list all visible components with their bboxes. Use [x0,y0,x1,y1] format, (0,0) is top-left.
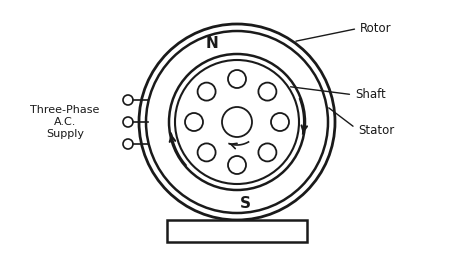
Text: N: N [206,36,219,51]
Text: Rotor: Rotor [296,22,392,41]
Circle shape [271,113,289,131]
Text: S: S [239,197,250,211]
Circle shape [228,156,246,174]
Circle shape [198,144,216,161]
Text: Three-Phase
A.C.
Supply: Three-Phase A.C. Supply [30,105,100,139]
Circle shape [258,144,276,161]
Text: Shaft: Shaft [291,87,386,101]
Text: Stator: Stator [329,108,394,136]
Circle shape [258,83,276,101]
Circle shape [198,83,216,101]
Circle shape [185,113,203,131]
Circle shape [228,70,246,88]
Circle shape [222,107,252,137]
Bar [167,220,307,242]
